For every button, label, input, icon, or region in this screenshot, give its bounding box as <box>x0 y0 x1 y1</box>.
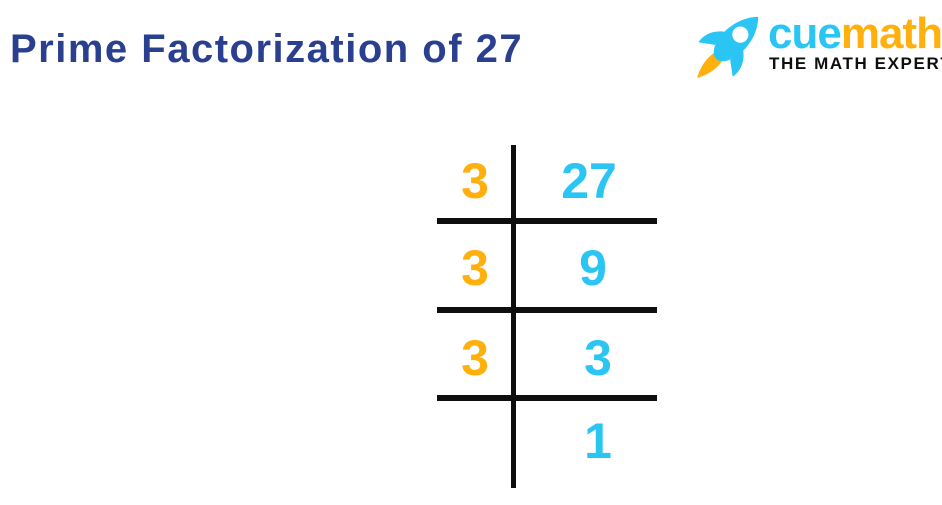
ladder-divisor-3: 3 <box>461 330 489 386</box>
brand-tagline: THE MATH EXPERT <box>769 54 942 73</box>
brand-wordmark: cuemath <box>768 12 942 56</box>
ladder-divider-2 <box>437 307 657 313</box>
brand-cue: cue <box>768 9 842 58</box>
ladder-vertical-line <box>511 145 516 488</box>
brand-math: math <box>840 9 942 58</box>
ladder-value-3: 3 <box>584 330 612 386</box>
ladder-value-4: 1 <box>584 413 612 469</box>
ladder-divisor-2: 3 <box>461 240 489 296</box>
cuemath-logo: cuemath THE MATH EXPERT <box>680 0 942 100</box>
page-title: Prime Factorization of 27 <box>10 27 524 71</box>
rocket-icon <box>697 16 759 78</box>
ladder-value-2: 9 <box>579 240 607 296</box>
ladder-divider-3 <box>437 395 657 401</box>
ladder-divisor-1: 3 <box>461 153 489 209</box>
ladder-divider-1 <box>437 218 657 224</box>
ladder-value-1: 27 <box>561 153 617 209</box>
